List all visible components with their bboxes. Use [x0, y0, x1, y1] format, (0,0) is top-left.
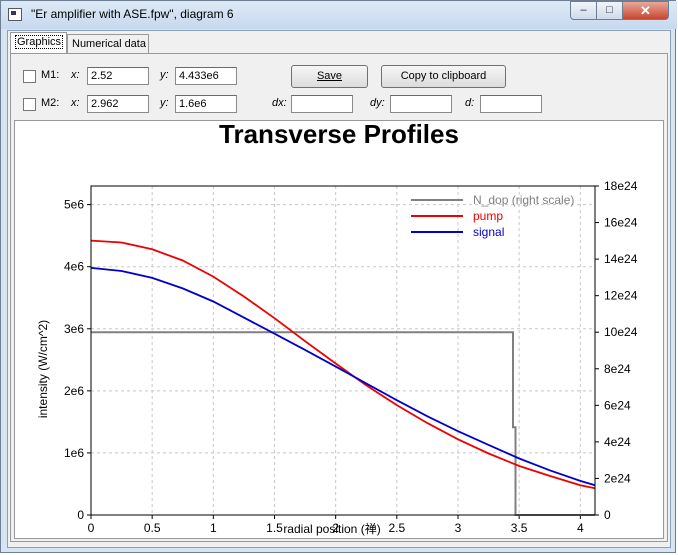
tab-graphics-label: Graphics	[15, 35, 64, 49]
title-bar[interactable]: "Er amplifier with ASE.fpw", diagram 6 –…	[1, 1, 677, 29]
plot-border	[90, 185, 596, 516]
copy-to-clipboard-button[interactable]: Copy to clipboard	[381, 65, 506, 88]
x-tick-label: 2	[332, 521, 339, 535]
y2-tick-label: 16e24	[604, 216, 638, 230]
y-tick-label: 0	[77, 508, 84, 522]
y2-tick-label: 4e24	[604, 435, 631, 449]
m2-x-label: x:	[71, 97, 80, 109]
y2-tick-label: 6e24	[604, 398, 631, 412]
m1-y-input[interactable]	[175, 67, 237, 85]
m2-label: M2:	[41, 97, 60, 109]
x-tick-label: 1	[210, 521, 217, 535]
y-tick-label: 2e6	[64, 384, 84, 398]
m1-checkbox[interactable]	[23, 70, 36, 83]
y-axis-label: intensity (W/cm^2)	[36, 320, 50, 418]
save-button-label: Save	[316, 70, 343, 82]
axis-ticks: 0 0.5 1 1.5 2 2.5 3 3.5 4 0 1e6 2e6 3e6 4e6 5e6 0 2e24 4e…	[64, 179, 638, 535]
y2-tick-label: 10e24	[604, 325, 638, 339]
legend-label: N_dop (right scale)	[473, 193, 574, 207]
y2-tick-label: 14e24	[604, 252, 638, 266]
app-icon[interactable]	[8, 8, 22, 21]
m2-x-input[interactable]	[87, 95, 149, 113]
x-tick-label: 3.5	[511, 521, 528, 535]
m2-y-label: y:	[160, 97, 169, 109]
y-tick-label: 4e6	[64, 260, 84, 274]
x-tick-label: 0	[88, 521, 95, 535]
y2-tick-label: 8e24	[604, 362, 631, 376]
d-label: d:	[465, 97, 475, 109]
m2-checkbox[interactable]	[23, 98, 36, 111]
y-tick-label: 3e6	[64, 322, 84, 336]
series-line-signal	[90, 267, 596, 487]
d-input[interactable]	[480, 95, 542, 113]
dy-label: dy:	[370, 97, 385, 109]
dx-input[interactable]	[291, 95, 353, 113]
tab-graphics[interactable]: Graphics	[10, 32, 67, 54]
plot-area[interactable]: Transverse Profiles 0 0.5 1 1.5 2 2.5 3 3.5 4 0 1e…	[14, 120, 664, 539]
m1-y-label: y:	[160, 69, 169, 81]
series-lines	[90, 239, 596, 516]
y2-tick-label: 0	[604, 508, 611, 522]
y2-tick-label: 2e24	[604, 471, 631, 485]
y2-tick-label: 12e24	[604, 289, 638, 303]
save-button[interactable]: Save	[291, 65, 368, 88]
legend-label: signal	[473, 225, 504, 239]
dx-label: dx:	[272, 97, 287, 109]
y-tick-label: 5e6	[64, 198, 84, 212]
x-tick-label: 0.5	[144, 521, 161, 535]
y2-tick-label: 18e24	[604, 179, 638, 193]
x-tick-label: 3	[455, 521, 462, 535]
legend: N_dop (right scale) pump signal	[411, 193, 574, 239]
x-axis-label: radial position (禅)	[283, 522, 380, 536]
maximize-button[interactable]: □	[596, 1, 623, 20]
plot-frame	[90, 185, 596, 516]
x-tick-label: 1.5	[266, 521, 283, 535]
minimize-button[interactable]: –	[570, 1, 597, 20]
chart-title: Transverse Profiles	[219, 121, 459, 149]
m1-label: M1:	[41, 69, 60, 81]
tab-numerical-data[interactable]: Numerical data	[67, 34, 149, 53]
m1-x-input[interactable]	[87, 67, 149, 85]
window-title: "Er amplifier with ASE.fpw", diagram 6	[31, 7, 234, 21]
legend-label: pump	[473, 209, 503, 223]
y-tick-label: 1e6	[64, 446, 84, 460]
grid-lines	[91, 186, 595, 515]
m2-y-input[interactable]	[175, 95, 237, 113]
x-tick-label: 2.5	[388, 521, 405, 535]
transverse-profiles-chart[interactable]: Transverse Profiles 0 0.5 1 1.5 2 2.5 3 3.5 4 0 1e…	[15, 121, 663, 538]
dy-input[interactable]	[390, 95, 452, 113]
close-button[interactable]: ✕	[622, 1, 669, 20]
client-area: Graphics Numerical data M1: x: y: Save C…	[7, 30, 671, 548]
x-tick-label: 4	[577, 521, 584, 535]
graphics-panel: M1: x: y: Save Copy to clipboard M2: x: …	[10, 53, 668, 542]
m1-x-label: x:	[71, 69, 80, 81]
